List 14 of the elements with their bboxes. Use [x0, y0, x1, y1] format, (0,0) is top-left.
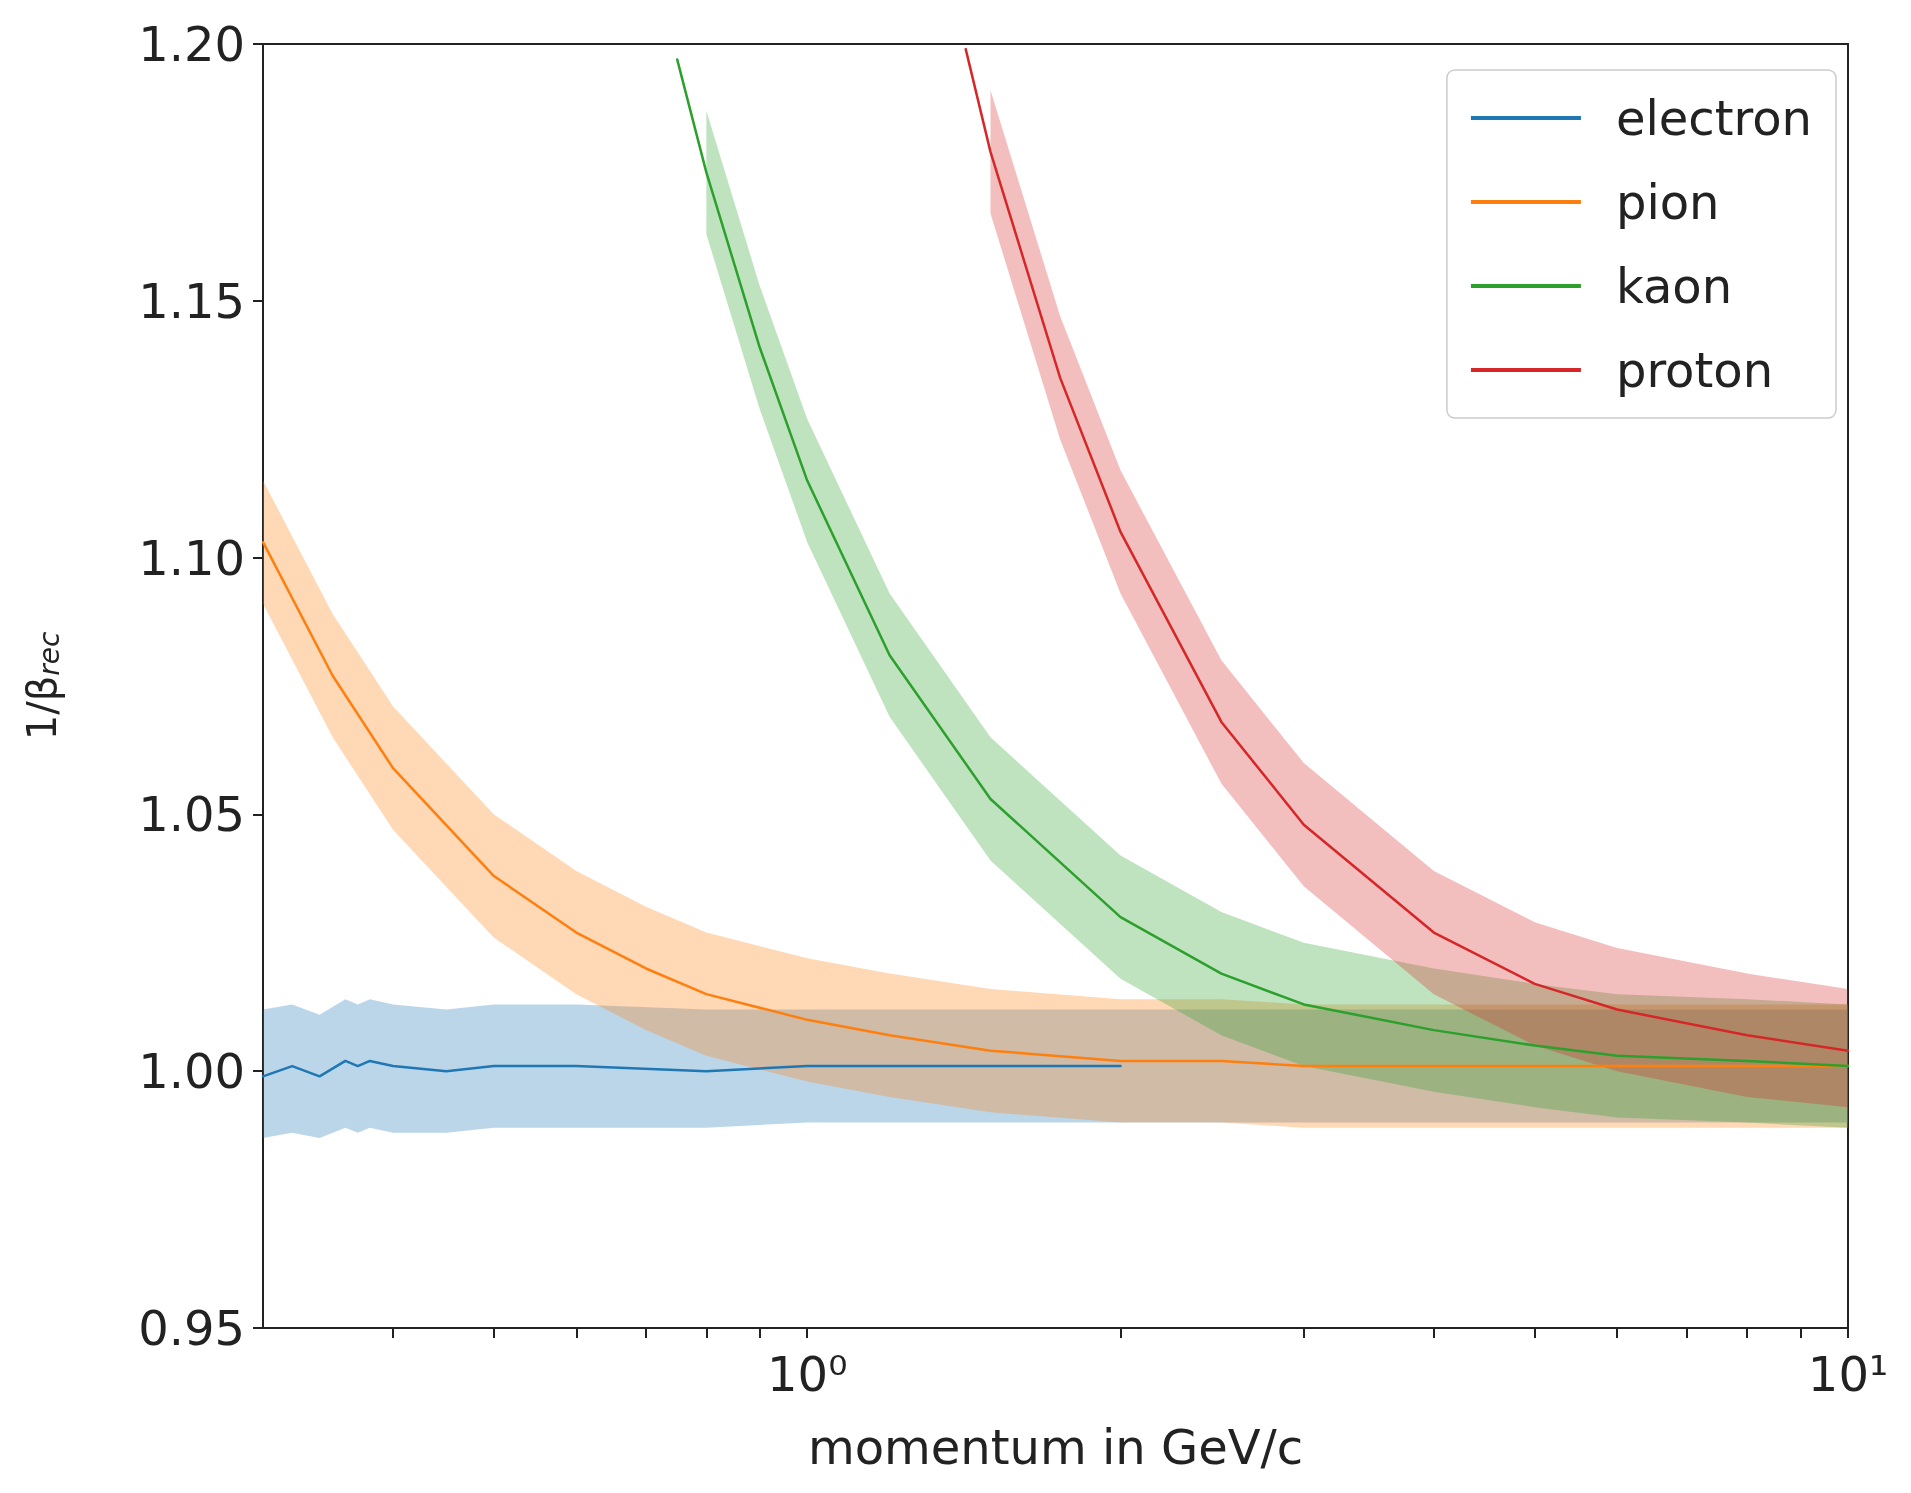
legend-label: electron — [1615, 90, 1812, 146]
y-tick-label: 1.15 — [138, 272, 245, 329]
y-tick-label: 1.20 — [138, 16, 245, 72]
x-tick-label: 10⁰ — [767, 1346, 848, 1402]
y-tick-label: 1.05 — [138, 786, 245, 843]
legend-label: proton — [1615, 342, 1774, 398]
legend-label: kaon — [1615, 258, 1733, 314]
legend-label: pion — [1615, 174, 1720, 230]
y-tick-label: 1.00 — [138, 1043, 245, 1100]
y-tick-label: 0.95 — [138, 1300, 245, 1356]
x-tick-label: 10¹ — [1807, 1346, 1889, 1402]
x-axis-title: momentum in GeV/c — [807, 1419, 1304, 1475]
y-axis-title: 1/βrec — [19, 631, 66, 741]
y-tick-label: 1.10 — [138, 529, 245, 586]
